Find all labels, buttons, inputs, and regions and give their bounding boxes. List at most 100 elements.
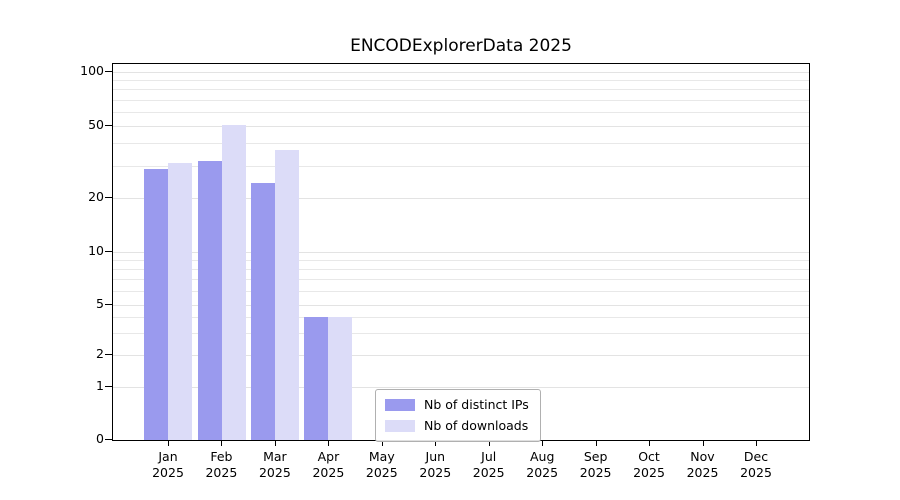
x-tick-month: May	[368, 449, 395, 464]
x-tick-label: Nov 2025	[671, 449, 735, 480]
y-tick-label: 5	[96, 295, 104, 311]
x-tick-year: 2025	[526, 464, 559, 480]
bar-distinct-ips	[144, 168, 168, 440]
x-tick-label: Jun 2025	[403, 449, 467, 480]
x-tick-month: Sep	[583, 449, 608, 464]
y-tick-mark	[105, 439, 112, 440]
legend-row: Nb of downloads	[385, 418, 529, 433]
x-tick-label: May 2025	[350, 449, 414, 480]
legend-row: Nb of distinct IPs	[385, 397, 529, 412]
x-tick-year: 2025	[633, 464, 665, 480]
x-tick-year: 2025	[686, 464, 719, 480]
minor-gridline	[113, 290, 809, 292]
x-tick-mark	[649, 441, 650, 446]
legend-label: Nb of distinct IPs	[424, 397, 529, 412]
x-tick-year: 2025	[205, 464, 238, 480]
bar-distinct-ips	[250, 183, 275, 440]
x-tick-month: Apr	[317, 449, 340, 464]
x-tick-label: Feb 2025	[189, 449, 253, 480]
x-tick-label: Mar 2025	[243, 449, 307, 480]
bar-downloads	[274, 149, 299, 440]
y-tick-mark	[105, 196, 112, 198]
x-tick-month: Mar	[263, 449, 287, 464]
minor-gridline	[113, 279, 809, 281]
x-tick-mark	[221, 441, 223, 446]
x-tick-month: Feb	[210, 449, 233, 464]
x-tick-month: Nov	[690, 449, 715, 464]
y-tick-mark	[105, 386, 112, 388]
x-tick-mark	[168, 441, 169, 446]
x-tick-mark	[595, 441, 597, 446]
major-gridline	[113, 304, 809, 306]
x-tick-year: 2025	[419, 464, 452, 480]
bar-distinct-ips	[197, 160, 222, 440]
x-tick-mark	[328, 441, 330, 446]
y-tick-label: 50	[88, 117, 104, 132]
legend-swatch	[385, 398, 415, 411]
major-gridline	[113, 126, 809, 127]
major-gridline	[113, 252, 809, 253]
major-gridline	[113, 197, 809, 199]
bar-distinct-ips	[304, 317, 329, 440]
legend-label: Nb of downloads	[424, 418, 529, 433]
y-tick-mark	[105, 303, 112, 305]
x-tick-label: Jan 2025	[136, 449, 200, 480]
y-tick-label: 10	[88, 243, 104, 258]
x-tick-mark	[381, 441, 383, 446]
x-tick-label: Apr 2025	[296, 449, 360, 480]
x-tick-mark	[702, 441, 704, 446]
y-tick-mark	[105, 125, 112, 126]
x-tick-month: Oct	[638, 449, 660, 464]
x-tick-month: Aug	[529, 449, 555, 464]
y-tick-label: 2	[96, 346, 104, 362]
x-tick-label: Aug 2025	[510, 449, 574, 480]
y-tick-label: 0	[96, 431, 104, 446]
x-tick-year: 2025	[152, 464, 184, 480]
x-tick-label: Jul 2025	[457, 449, 521, 480]
x-tick-year: 2025	[312, 464, 345, 480]
x-tick-year: 2025	[258, 464, 291, 480]
bar-downloads	[221, 124, 246, 440]
major-gridline	[113, 71, 809, 73]
y-tick-label: 1	[96, 378, 104, 394]
minor-gridline	[113, 89, 809, 91]
plot-area: Nb of distinct IPs Nb of downloads	[112, 63, 810, 442]
x-tick-mark	[756, 441, 757, 446]
x-tick-mark	[488, 441, 490, 446]
minor-gridline	[113, 332, 809, 334]
x-tick-month: Jan	[158, 449, 178, 464]
x-tick-month: Dec	[743, 449, 769, 464]
y-tick-mark	[105, 70, 112, 72]
minor-gridline	[113, 260, 809, 261]
x-tick-year: 2025	[579, 464, 612, 480]
major-gridline	[113, 355, 809, 357]
x-tick-label: Oct 2025	[617, 449, 681, 480]
minor-gridline	[113, 165, 809, 167]
x-tick-label: Sep 2025	[564, 449, 628, 480]
legend: Nb of distinct IPs Nb of downloads	[375, 389, 541, 442]
y-tick-label: 20	[88, 188, 104, 204]
x-tick-mark	[542, 441, 544, 446]
x-tick-year: 2025	[740, 464, 772, 480]
x-tick-month: Jun	[425, 449, 446, 464]
legend-swatch	[385, 419, 415, 432]
x-tick-mark	[274, 441, 276, 446]
minor-gridline	[113, 99, 809, 101]
minor-gridline	[113, 317, 809, 318]
y-tick-mark	[105, 251, 112, 252]
x-tick-year: 2025	[472, 464, 505, 480]
x-tick-year: 2025	[365, 464, 398, 480]
minor-gridline	[113, 111, 809, 113]
x-tick-mark	[435, 441, 437, 446]
y-tick-label: 100	[80, 62, 104, 78]
minor-gridline	[113, 268, 809, 270]
y-tick-mark	[105, 354, 112, 356]
minor-gridline	[113, 143, 809, 145]
chart-title: ENCODExplorerData 2025	[350, 36, 572, 56]
x-tick-label: Dec 2025	[724, 449, 788, 480]
bar-downloads	[168, 163, 192, 440]
major-gridline	[113, 387, 809, 389]
minor-gridline	[113, 79, 809, 81]
bar-downloads	[328, 317, 353, 440]
